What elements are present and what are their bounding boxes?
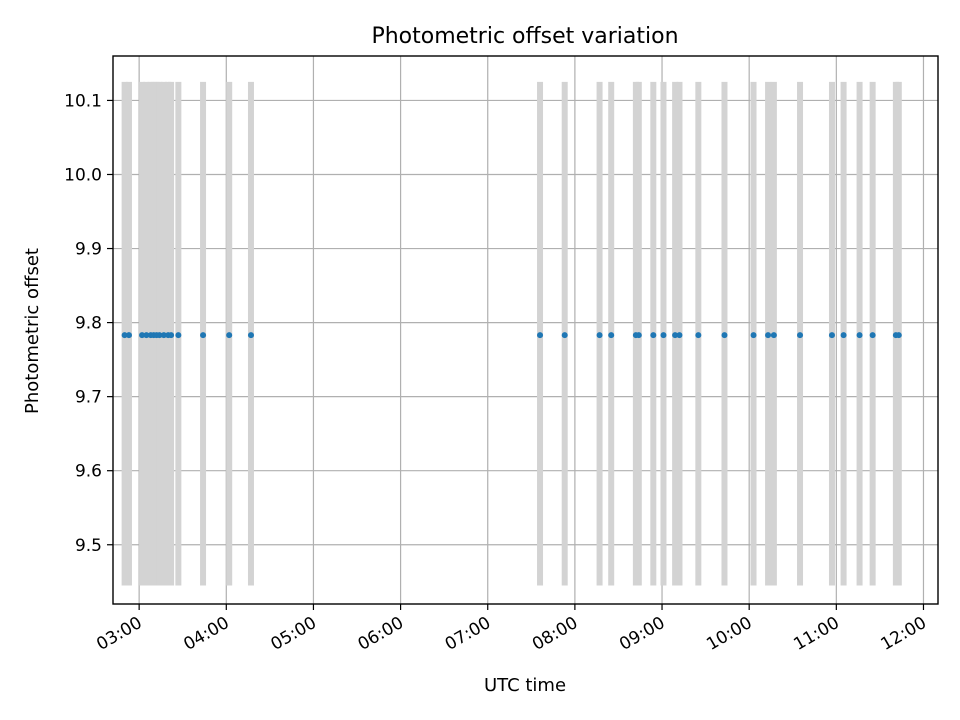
- y-axis-label: Photometric offset: [22, 248, 43, 414]
- data-point: [168, 332, 175, 339]
- plot-frame: [112, 55, 939, 605]
- y-tick-label: 10.1: [64, 91, 102, 111]
- chart-title: Photometric offset variation: [371, 24, 678, 49]
- data-point: [828, 332, 835, 339]
- data-point: [695, 332, 702, 339]
- data-points: [121, 332, 902, 339]
- data-point: [125, 332, 132, 339]
- data-point: [797, 332, 804, 339]
- data-point: [226, 332, 233, 339]
- data-point: [561, 332, 568, 339]
- x-axis-label: UTC time: [484, 675, 566, 696]
- data-point: [143, 332, 150, 339]
- y-tick-label: 9.8: [75, 314, 102, 334]
- data-point: [672, 332, 679, 339]
- data-point: [160, 332, 167, 339]
- data-point: [840, 332, 847, 339]
- data-point: [156, 332, 163, 339]
- data-point: [721, 332, 728, 339]
- data-point: [650, 332, 657, 339]
- data-point: [750, 332, 757, 339]
- data-point: [635, 332, 642, 339]
- y-tick-label: 10.0: [64, 165, 102, 185]
- y-tick-label: 9.5: [75, 536, 102, 556]
- data-point: [869, 332, 876, 339]
- data-point: [660, 332, 667, 339]
- data-point: [770, 332, 777, 339]
- data-point: [247, 332, 254, 339]
- data-point: [139, 332, 146, 339]
- y-axis-ticks: 9.5 9.6 9.7 9.8 9.9 10.0 10.1: [64, 91, 113, 556]
- data-point: [895, 332, 902, 339]
- data-point: [676, 332, 683, 339]
- data-point: [121, 332, 128, 339]
- y-tick-label: 9.9: [75, 240, 102, 260]
- data-point: [596, 332, 603, 339]
- data-point: [856, 332, 863, 339]
- data-point: [200, 332, 207, 339]
- data-point: [608, 332, 615, 339]
- y-tick-label: 9.7: [75, 388, 102, 408]
- data-point: [175, 332, 182, 339]
- data-point: [537, 332, 544, 339]
- data-point: [765, 332, 772, 339]
- y-tick-label: 9.6: [75, 462, 102, 482]
